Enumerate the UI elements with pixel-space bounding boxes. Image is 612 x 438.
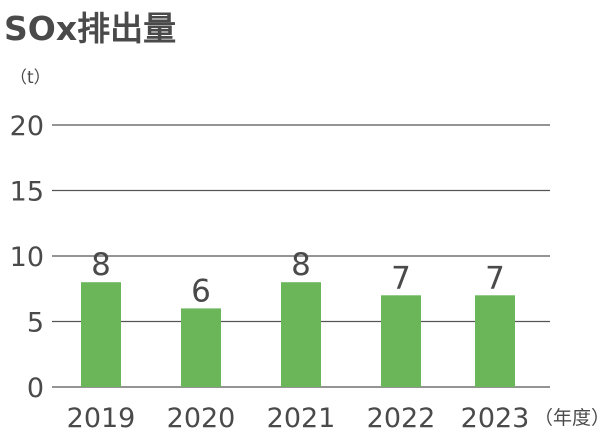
x-tick-label-2020: 2020: [167, 403, 236, 434]
x-axis-unit-label: （年度）: [534, 407, 610, 429]
y-tick-label: 5: [27, 308, 44, 339]
data-label-2023: 7: [485, 260, 505, 296]
data-label-2019: 8: [91, 247, 111, 283]
x-tick-label-2021: 2021: [267, 403, 336, 434]
bar-2021: [281, 282, 321, 387]
data-labels: 8 6 8 7 7: [91, 247, 505, 309]
data-label-2020: 6: [191, 273, 211, 309]
y-tick-label: 0: [27, 373, 44, 404]
bars: [81, 282, 515, 387]
bar-2022: [381, 295, 421, 387]
bar-2023: [475, 295, 515, 387]
x-tick-label-2023: 2023: [461, 403, 530, 434]
y-axis-ticks: 0 5 10 15 20: [10, 111, 44, 404]
data-label-2022: 7: [391, 260, 411, 296]
x-tick-label-2019: 2019: [67, 403, 136, 434]
y-axis-unit-label: （t）: [10, 68, 51, 88]
y-tick-label: 10: [10, 242, 44, 273]
x-axis-ticks: 2019 2020 2021 2022 2023: [67, 403, 530, 434]
bar-2019: [81, 282, 121, 387]
x-tick-label-2022: 2022: [367, 403, 436, 434]
y-tick-label: 20: [10, 111, 44, 142]
data-label-2021: 8: [291, 247, 311, 283]
chart-title: SOx排出量: [4, 9, 177, 48]
y-tick-label: 15: [10, 177, 44, 208]
bar-2020: [181, 308, 221, 387]
